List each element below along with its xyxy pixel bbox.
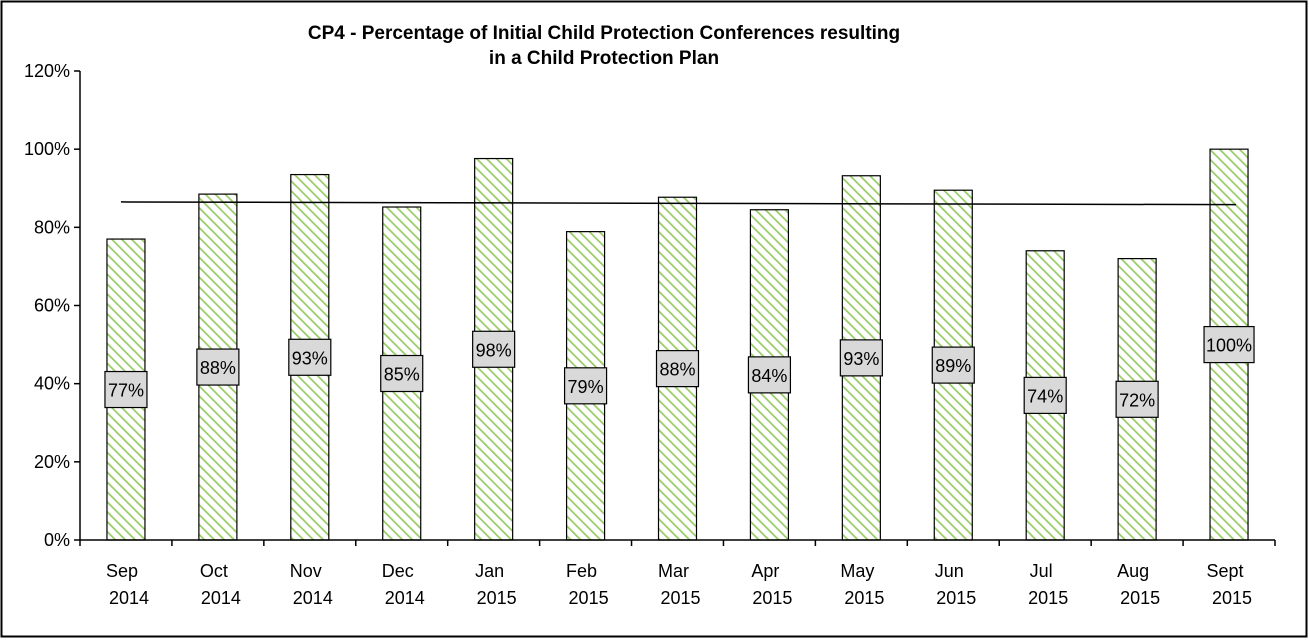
data-label: 100% <box>1206 336 1252 356</box>
data-label-box <box>747 356 792 394</box>
x-category-year: 2015 <box>844 588 884 608</box>
x-category-month: May <box>840 561 874 581</box>
data-label-box <box>839 339 883 377</box>
y-axis: 0% 20% 40% 60% 80% 100% 120% <box>24 61 81 550</box>
x-category-year: 2015 <box>1212 588 1252 608</box>
data-label-box <box>104 370 148 409</box>
data-label-box <box>1115 380 1159 418</box>
x-category-month: Feb <box>566 561 597 581</box>
x-category-year: 2014 <box>201 588 241 608</box>
x-category-month: Sep <box>106 561 138 581</box>
y-tick-label: 120% <box>24 61 70 81</box>
y-tick-label: 0% <box>44 530 70 550</box>
data-label: 79% <box>568 377 604 397</box>
data-label-box <box>288 338 332 376</box>
y-tick-label: 100% <box>24 139 70 159</box>
x-category-month: Apr <box>751 561 779 581</box>
data-label: 89% <box>935 356 971 376</box>
x-category-year: 2014 <box>109 588 149 608</box>
x-category-month: Jul <box>1030 561 1053 581</box>
x-category-month: Sept <box>1207 561 1244 581</box>
data-label: 93% <box>292 348 328 368</box>
data-label: 72% <box>1119 390 1155 410</box>
data-label-box <box>563 367 608 405</box>
x-category-year: 2015 <box>1028 588 1068 608</box>
data-label-box <box>472 330 516 368</box>
x-category-month: Oct <box>200 561 228 581</box>
x-category-year: 2014 <box>293 588 333 608</box>
x-category-month: Nov <box>290 561 322 581</box>
y-tick-label: 60% <box>34 296 70 316</box>
x-axis: Sep 2014 Oct 2014 Nov 2014 Dec 2014 Jan 2015 Feb 20… <box>79 539 1276 608</box>
data-label: 88% <box>659 360 695 380</box>
data-label: 85% <box>384 365 420 385</box>
data-label-box <box>1023 376 1067 414</box>
x-category-year: 2015 <box>660 588 700 608</box>
x-category-month: Jun <box>935 561 964 581</box>
x-category-month: Dec <box>382 561 414 581</box>
x-category-year: 2015 <box>936 588 976 608</box>
trendline-group <box>120 201 1237 206</box>
data-label-box <box>380 354 424 393</box>
data-label: 77% <box>108 381 144 401</box>
data-label: 93% <box>843 349 879 369</box>
data-label-box <box>655 350 700 388</box>
x-category-year: 2015 <box>752 588 792 608</box>
x-category-month: Mar <box>658 561 689 581</box>
data-labels: 77% 88% 93% 85% 98% 79% 88% 84% 93% 89% 74% 72% 100% <box>104 325 1255 418</box>
chart-title-line2: in a Child Protection Plan <box>489 48 719 69</box>
x-category-month: Jan <box>475 561 504 581</box>
y-tick-label: 20% <box>34 452 70 472</box>
y-tick-label: 80% <box>34 217 70 237</box>
data-label: 74% <box>1027 386 1063 406</box>
data-label-box <box>1203 325 1255 364</box>
x-category-year: 2015 <box>477 588 517 608</box>
x-category-year: 2015 <box>569 588 609 608</box>
data-label: 88% <box>200 358 236 378</box>
chart-title-line1: CP4 - Percentage of Initial Child Protec… <box>308 23 900 44</box>
x-category-year: 2014 <box>385 588 425 608</box>
data-label: 98% <box>476 340 512 360</box>
trendline <box>120 201 1237 206</box>
y-tick-label: 40% <box>34 374 70 394</box>
data-label-box <box>196 348 240 386</box>
x-category-month: Aug <box>1117 561 1149 581</box>
data-label-box <box>931 346 975 384</box>
x-category-year: 2015 <box>1120 588 1160 608</box>
data-label: 84% <box>751 366 787 386</box>
